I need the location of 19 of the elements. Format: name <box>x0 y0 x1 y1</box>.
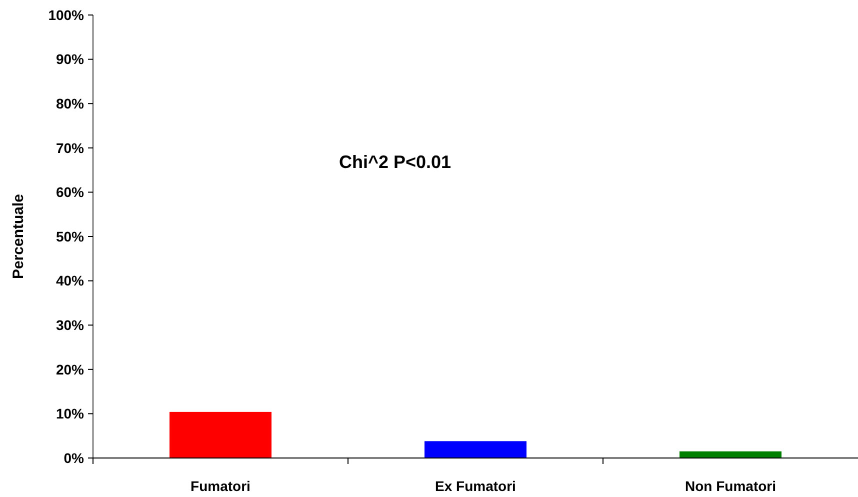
bar <box>680 451 782 458</box>
y-tick-label: 90% <box>56 51 85 68</box>
y-tick-label: 10% <box>56 406 85 422</box>
y-tick-label: 50% <box>56 228 85 244</box>
y-tick-label: 20% <box>56 361 85 378</box>
y-tick-label: 70% <box>56 140 85 156</box>
y-tick-label: 30% <box>56 317 85 333</box>
x-tick-label: Non Fumatori <box>685 478 776 494</box>
annotation: Chi^2 P<0.01 <box>338 152 452 172</box>
y-axis-title: Percentuale <box>10 194 27 280</box>
y-tick-label: 100% <box>48 6 85 23</box>
bar <box>424 441 526 458</box>
y-tick-label: 80% <box>56 96 85 112</box>
y-tick-label: 60% <box>56 184 85 200</box>
x-tick-label: Ex Fumatori <box>435 478 516 494</box>
y-tick-label: 40% <box>56 272 85 289</box>
y-tick-label: 0% <box>64 450 85 466</box>
bar <box>170 412 272 458</box>
x-tick-label: Fumatori <box>190 478 250 494</box>
